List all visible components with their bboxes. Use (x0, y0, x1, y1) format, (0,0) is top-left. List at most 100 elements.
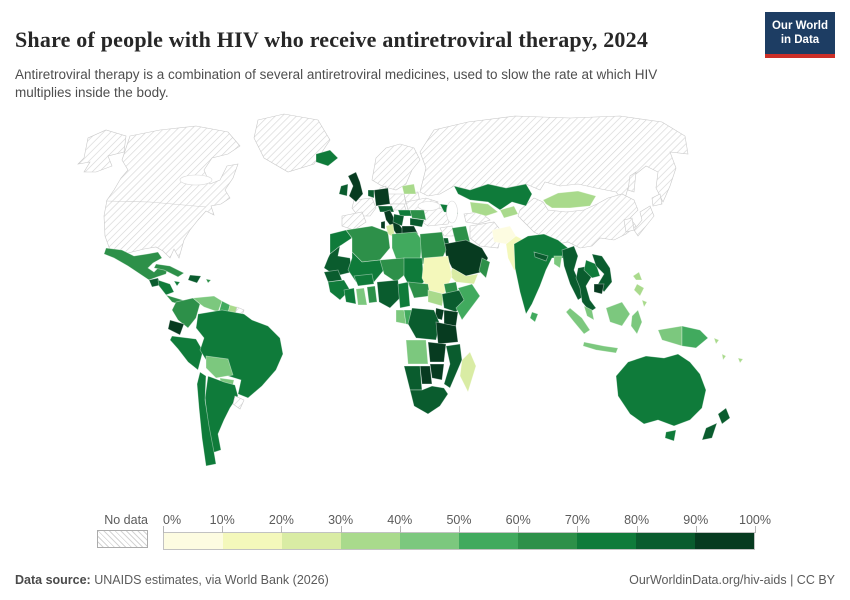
country-hispaniola[interactable] (187, 274, 202, 284)
country-cameroon[interactable] (397, 281, 411, 309)
country-greenland[interactable] (253, 113, 331, 173)
country-senegal[interactable] (323, 269, 343, 283)
legend-bin[interactable] (577, 533, 636, 549)
country-sri-lanka[interactable] (529, 311, 539, 323)
country-sulawesi[interactable] (630, 309, 643, 335)
owid-logo[interactable]: Our World in Data (765, 12, 835, 58)
country-namibia[interactable] (403, 365, 423, 391)
legend-bin[interactable] (459, 533, 518, 549)
legend-bin[interactable] (400, 533, 459, 549)
country-java[interactable] (582, 341, 619, 354)
country-ecuador[interactable] (167, 319, 185, 336)
legend-no-data[interactable]: No data (97, 513, 148, 548)
country-madagascar[interactable] (459, 351, 477, 393)
country-niger[interactable] (379, 257, 409, 283)
country-borneo[interactable] (605, 301, 631, 327)
country-south-sudan[interactable] (427, 289, 445, 307)
legend-tick-mark (459, 526, 460, 533)
country-south-africa[interactable] (409, 385, 449, 415)
country-new-zealand[interactable] (701, 407, 731, 441)
country-uk[interactable] (347, 171, 364, 203)
country-scandinavia[interactable] (371, 143, 421, 191)
country-fiji[interactable] (737, 357, 744, 364)
country-nepal[interactable] (533, 251, 549, 262)
country-tanzania[interactable] (435, 321, 459, 345)
country-puerto-rico[interactable] (205, 278, 212, 284)
country-burkina-faso[interactable] (353, 273, 375, 287)
country-togo-benin[interactable] (366, 285, 378, 304)
country-philippines[interactable] (632, 271, 648, 308)
legend-tick-mark (577, 526, 579, 533)
country-uzbekistan[interactable] (469, 201, 499, 217)
country-bulgaria[interactable] (409, 217, 425, 228)
country-uruguay[interactable] (232, 395, 245, 410)
owid-logo-red-bar (765, 53, 835, 58)
country-japan-honshu[interactable] (633, 205, 655, 237)
country-cuba[interactable] (153, 263, 185, 278)
country-mozambique[interactable] (443, 343, 463, 389)
country-oman[interactable] (478, 257, 491, 279)
country-poland[interactable] (387, 193, 407, 205)
country-kazakhstan[interactable] (453, 183, 533, 211)
country-sumatra[interactable] (565, 307, 591, 335)
country-papua-new-guinea[interactable] (681, 325, 709, 349)
country-morocco[interactable] (329, 229, 353, 255)
country-somalia[interactable] (455, 283, 481, 321)
country-mali[interactable] (347, 251, 385, 283)
legend-bin[interactable] (695, 533, 754, 549)
legend-no-data-swatch[interactable] (97, 530, 148, 548)
country-vanuatu[interactable] (721, 353, 727, 361)
country-chile[interactable] (196, 371, 217, 467)
attribution-link[interactable]: OurWorldinData.org/hiv-aids | CC BY (629, 573, 835, 587)
country-peru[interactable] (169, 335, 204, 371)
country-solomon-islands[interactable] (713, 337, 720, 345)
country-alaska[interactable] (77, 129, 127, 173)
country-iberia[interactable] (341, 211, 367, 231)
country-iceland[interactable] (315, 149, 339, 167)
legend-tick-mark (281, 526, 283, 533)
country-nigeria[interactable] (376, 279, 401, 309)
country-sakhalin[interactable] (627, 171, 637, 193)
country-angola[interactable] (405, 339, 429, 365)
country-drc[interactable] (407, 307, 441, 341)
country-honduras-nicaragua[interactable] (157, 279, 175, 296)
country-india[interactable] (513, 233, 569, 315)
country-brazil[interactable] (195, 309, 284, 399)
legend-bin[interactable] (282, 533, 341, 549)
country-malaysia[interactable] (583, 305, 595, 321)
country-south-korea[interactable] (623, 217, 635, 233)
country-vietnam[interactable] (591, 253, 613, 293)
country-bangladesh[interactable] (553, 255, 563, 269)
caspian-sea (446, 200, 458, 224)
country-ireland[interactable] (338, 183, 349, 197)
country-zimbabwe[interactable] (429, 363, 445, 381)
country-romania[interactable] (409, 209, 427, 221)
legend-bin[interactable] (636, 533, 695, 549)
country-botswana[interactable] (419, 365, 433, 385)
country-bolivia[interactable] (205, 355, 234, 379)
country-canada-usa[interactable] (103, 125, 241, 259)
country-france[interactable] (351, 197, 377, 217)
country-japan-hokkaido[interactable] (651, 193, 663, 207)
country-australia[interactable] (615, 353, 707, 427)
country-sardinia[interactable] (380, 220, 386, 230)
country-kenya[interactable] (443, 309, 459, 327)
country-baltics[interactable] (401, 183, 417, 195)
country-mongolia[interactable] (542, 190, 597, 209)
country-cambodia[interactable] (593, 283, 605, 295)
country-benelux[interactable] (367, 189, 375, 199)
country-ghana[interactable] (355, 287, 368, 306)
legend-bin[interactable] (518, 533, 577, 549)
country-jamaica[interactable] (173, 280, 181, 287)
country-russia[interactable] (419, 115, 689, 203)
legend-bin[interactable] (164, 533, 223, 549)
country-germany[interactable] (373, 187, 391, 207)
legend-bin[interactable] (341, 533, 400, 549)
country-cote-divoire[interactable] (343, 287, 357, 305)
country-kyrgyzstan-tajikistan[interactable] (499, 205, 519, 219)
country-tasmania[interactable] (664, 429, 677, 442)
country-central-african-republic[interactable] (407, 281, 431, 299)
country-zambia[interactable] (427, 341, 447, 363)
legend-bin[interactable] (223, 533, 282, 549)
country-indonesia-papua[interactable] (657, 325, 683, 347)
